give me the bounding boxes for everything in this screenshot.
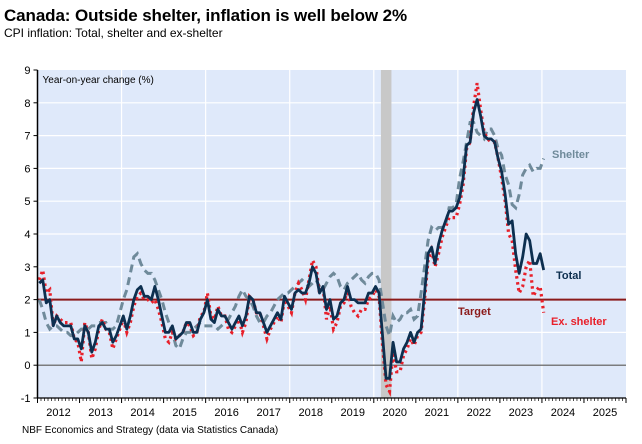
- x-tick-label: 2023: [509, 407, 533, 419]
- series-ex-shelter-line: [37, 82, 546, 397]
- y-tick-label: 0: [24, 360, 30, 372]
- x-tick-label: 2025: [593, 407, 617, 419]
- series-shelter-line: [37, 120, 546, 352]
- x-tick-label: 2017: [256, 407, 280, 419]
- x-tick-label: 2024: [551, 407, 575, 419]
- x-tick-label: 2021: [425, 407, 449, 419]
- x-tick-label: 2018: [298, 407, 322, 419]
- legend-label-ex-shelter: Ex. shelter: [551, 316, 607, 328]
- x-tick-label: 2022: [467, 407, 491, 419]
- x-tick-label: 2012: [46, 407, 70, 419]
- gridlines: [37, 70, 626, 398]
- y-tick-label: 5: [24, 196, 30, 208]
- x-tick-label: 2016: [214, 407, 238, 419]
- legend-label-shelter: Shelter: [552, 149, 590, 161]
- y-tick-label: 7: [24, 131, 30, 143]
- y-tick-label: 8: [24, 98, 30, 110]
- source-note: NBF Economics and Strategy (data via Sta…: [22, 425, 279, 436]
- chart-title: Canada: Outside shelter, inflation is we…: [4, 6, 407, 25]
- y-tick-label: -1: [21, 393, 31, 405]
- chart-subtitle: CPI inflation: Total, shelter and ex-she…: [4, 26, 223, 40]
- x-tick-label: 2014: [130, 407, 154, 419]
- x-tick-label: 2013: [88, 407, 112, 419]
- y-tick-label: 1: [24, 327, 30, 339]
- y-tick-label: 2: [24, 295, 30, 307]
- series-total-line: [38, 98, 546, 380]
- y-tick-label: 4: [24, 229, 30, 241]
- y-tick-label: 6: [24, 163, 30, 175]
- x-tick-label: 2020: [383, 407, 407, 419]
- y-axis-label: Year-on-year change (%): [43, 75, 154, 86]
- x-tick-label: 2019: [341, 407, 365, 419]
- series-group: [37, 82, 546, 397]
- legend-label-total: Total: [556, 270, 581, 282]
- y-tick-label: 9: [24, 65, 30, 77]
- recession-shading: [380, 70, 392, 398]
- x-tick-label: 2015: [172, 407, 196, 419]
- axes: -1 0 1 2 3 4 5 6 7 8 9 2012 2013 2014 2015 2016 2017 2018…: [21, 65, 627, 419]
- y-tick-label: 3: [24, 262, 30, 274]
- target-label: Target: [458, 306, 491, 318]
